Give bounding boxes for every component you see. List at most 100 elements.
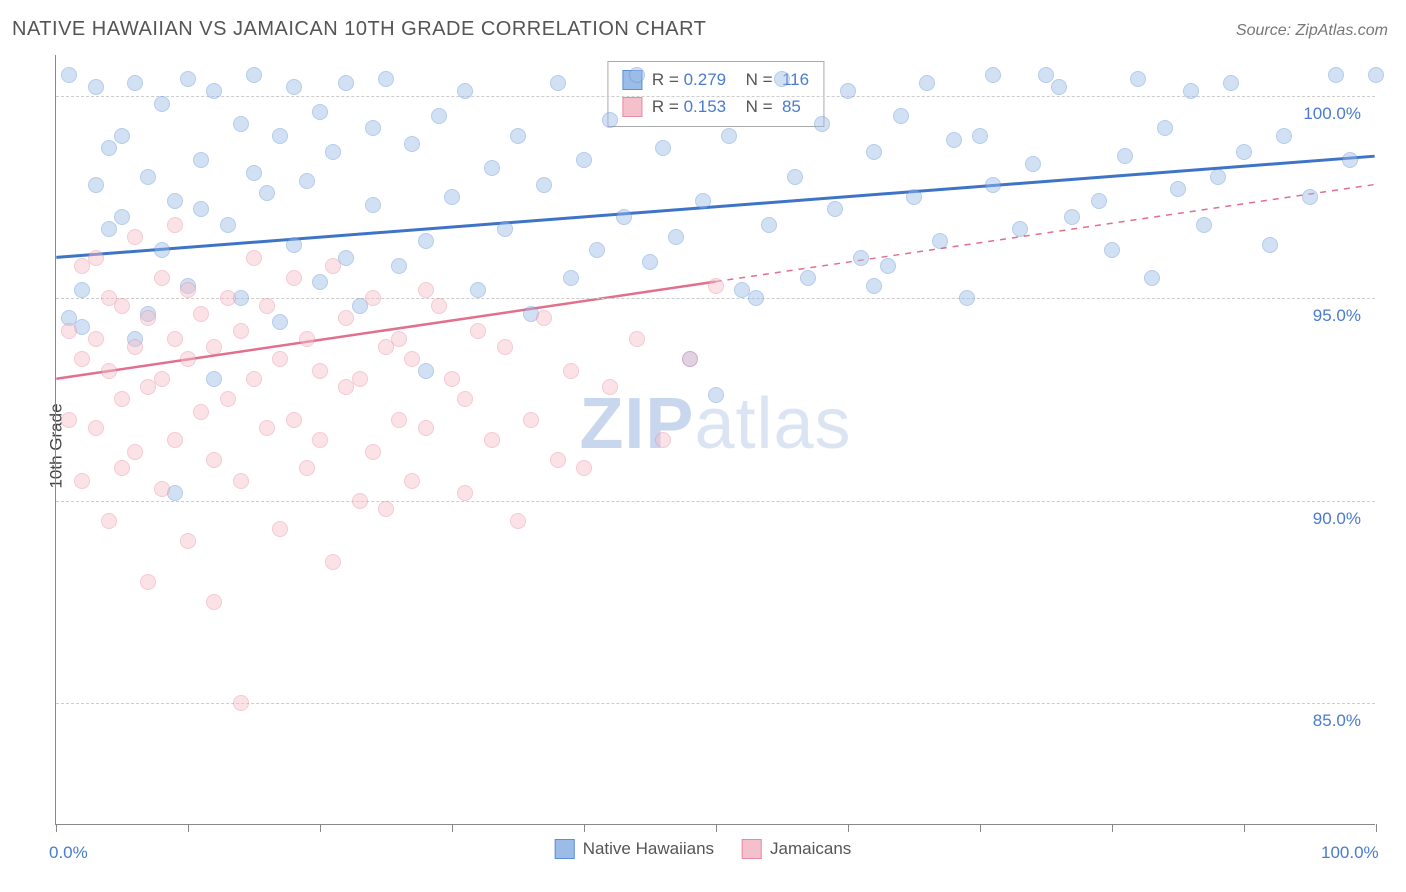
data-point <box>272 128 288 144</box>
data-point <box>1236 144 1252 160</box>
data-point <box>470 282 486 298</box>
data-point <box>589 242 605 258</box>
data-point <box>550 75 566 91</box>
xtick <box>1112 824 1113 832</box>
data-point <box>365 197 381 213</box>
data-point <box>61 323 77 339</box>
data-point <box>457 391 473 407</box>
data-point <box>431 298 447 314</box>
data-point <box>576 460 592 476</box>
data-point <box>154 481 170 497</box>
xtick <box>56 824 57 832</box>
data-point <box>101 221 117 237</box>
data-point <box>206 371 222 387</box>
data-point <box>286 412 302 428</box>
xtick <box>716 824 717 832</box>
data-point <box>338 75 354 91</box>
data-point <box>259 420 275 436</box>
data-point <box>470 323 486 339</box>
data-point <box>101 140 117 156</box>
data-point <box>233 473 249 489</box>
data-point <box>167 217 183 233</box>
data-point <box>74 473 90 489</box>
data-point <box>246 165 262 181</box>
data-point <box>154 242 170 258</box>
gridline-h <box>56 501 1375 502</box>
data-point <box>220 391 236 407</box>
data-point <box>206 83 222 99</box>
correlation-row: R = 0.153 N = 85 <box>622 93 809 120</box>
ytick-label: 100.0% <box>1303 104 1361 124</box>
data-point <box>312 104 328 120</box>
data-point <box>312 274 328 290</box>
data-point <box>1262 237 1278 253</box>
data-point <box>233 323 249 339</box>
data-point <box>510 128 526 144</box>
data-point <box>1276 128 1292 144</box>
data-point <box>154 270 170 286</box>
data-point <box>748 290 764 306</box>
data-point <box>378 501 394 517</box>
data-point <box>576 152 592 168</box>
data-point <box>114 298 130 314</box>
data-point <box>418 363 434 379</box>
series-legend: Native HawaiiansJamaicans <box>555 839 852 859</box>
data-point <box>418 282 434 298</box>
data-point <box>1025 156 1041 172</box>
plot-area: ZIPatlas R = 0.279 N = 116R = 0.153 N = … <box>55 55 1375 825</box>
data-point <box>312 363 328 379</box>
data-point <box>1064 209 1080 225</box>
legend-label: Native Hawaiians <box>583 839 714 859</box>
data-point <box>378 71 394 87</box>
data-point <box>655 432 671 448</box>
data-point <box>1144 270 1160 286</box>
trend-line-solid <box>56 282 715 379</box>
data-point <box>1183 83 1199 99</box>
data-point <box>444 371 460 387</box>
data-point <box>88 420 104 436</box>
data-point <box>708 387 724 403</box>
data-point <box>206 452 222 468</box>
data-point <box>880 258 896 274</box>
data-point <box>206 594 222 610</box>
data-point <box>246 371 262 387</box>
xtick-label-max: 100.0% <box>1321 843 1379 863</box>
data-point <box>127 339 143 355</box>
xtick <box>452 824 453 832</box>
xtick <box>188 824 189 832</box>
data-point <box>167 331 183 347</box>
r-label: R = 0.279 <box>652 66 726 93</box>
data-point <box>140 169 156 185</box>
data-point <box>1328 67 1344 83</box>
source-attribution: Source: ZipAtlas.com <box>1236 22 1388 40</box>
data-point <box>1091 193 1107 209</box>
data-point <box>140 574 156 590</box>
data-point <box>721 128 737 144</box>
data-point <box>602 112 618 128</box>
data-point <box>1368 67 1384 83</box>
data-point <box>365 444 381 460</box>
data-point <box>1051 79 1067 95</box>
data-point <box>1130 71 1146 87</box>
data-point <box>299 173 315 189</box>
data-point <box>88 177 104 193</box>
data-point <box>563 270 579 286</box>
data-point <box>523 412 539 428</box>
chart-title: NATIVE HAWAIIAN VS JAMAICAN 10TH GRADE C… <box>12 18 706 41</box>
data-point <box>114 460 130 476</box>
data-point <box>391 412 407 428</box>
data-point <box>444 189 460 205</box>
data-point <box>180 351 196 367</box>
data-point <box>127 75 143 91</box>
xtick <box>848 824 849 832</box>
ytick-label: 85.0% <box>1313 711 1361 731</box>
data-point <box>61 67 77 83</box>
data-point <box>695 193 711 209</box>
data-point <box>418 233 434 249</box>
ytick-label: 95.0% <box>1313 306 1361 326</box>
data-point <box>1210 169 1226 185</box>
data-point <box>629 331 645 347</box>
data-point <box>180 282 196 298</box>
data-point <box>259 298 275 314</box>
data-point <box>536 177 552 193</box>
